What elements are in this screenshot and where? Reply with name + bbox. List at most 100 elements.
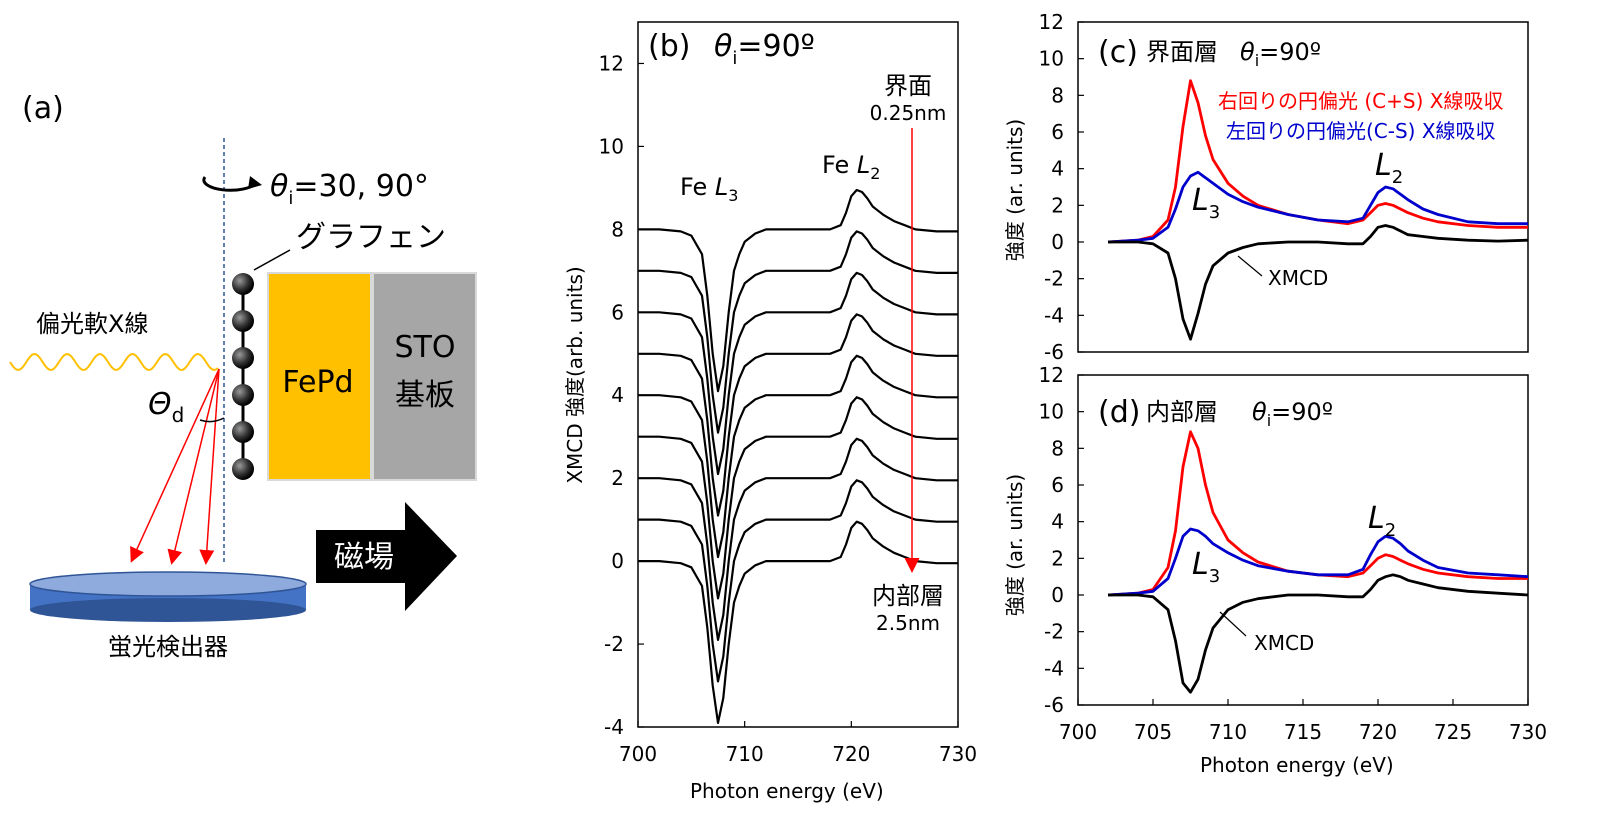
legend-rcp: 右回りの円偏光 (C+S) X線吸収 [1218, 89, 1503, 113]
y-tick-label-d: 6 [1051, 473, 1064, 497]
fluorescence-rays [130, 368, 220, 565]
y-axis-label-d: 強度 (ar. units) [1003, 474, 1027, 617]
fluorescence-detector [29, 571, 307, 622]
panel-c-chart: -6 -4 -2 0 2 4 6 8 10 12 強度 (ar. units) (c) 界面層 θ… [1003, 10, 1529, 364]
y-ticks-c: -6 -4 -2 0 2 4 6 8 10 12 [1039, 10, 1084, 364]
xmcd-curve-4 [638, 354, 958, 559]
fe-l3-label: Fe L3 [680, 173, 738, 205]
y-ticks-d: -6 -4 -2 0 2 4 6 8 10 12 [1039, 363, 1084, 717]
rotation-arrow-icon [202, 176, 262, 192]
x-ticks-b: 700 710 720 730 [619, 721, 977, 766]
xmcd-label-c: XMCD [1268, 266, 1328, 290]
inner-layer-depth: 2.5nm [876, 611, 940, 635]
x-ticks-d: 700 705 710 715 720 725 730 [1059, 699, 1547, 744]
graphene-atoms [232, 273, 254, 480]
spectrum-c-1 [1107, 170, 1528, 244]
theta-d-label: Θd [148, 387, 184, 427]
xray-wave [9, 352, 219, 372]
panel-d-label: (d) [1098, 395, 1140, 430]
theta-d-arc [199, 417, 225, 423]
graphene-leader [253, 249, 291, 271]
x-tick-label-d: 710 [1209, 720, 1247, 744]
y-ticks-b: -4 -2 0 2 4 6 8 10 12 [599, 51, 644, 739]
panel-c-label: (c) [1098, 35, 1138, 70]
y-tick-label-c: -6 [1044, 340, 1064, 364]
y-tick-label-b: -4 [604, 715, 624, 739]
y-tick-label-b: -2 [604, 632, 624, 656]
x-tick-label-d: 700 [1059, 720, 1097, 744]
detector-label: 蛍光検出器 [108, 633, 228, 661]
xmcd-curves-b [638, 188, 958, 724]
inner-layer-label: 内部層 [872, 582, 944, 610]
x-tick-label-d: 720 [1359, 720, 1397, 744]
spectrum-d-1 [1107, 527, 1529, 597]
y-tick-label-c: -4 [1044, 303, 1064, 327]
interface-depth: 0.25nm [870, 101, 947, 125]
theta-i-label: θi=30, 90° [270, 169, 429, 209]
y-tick-label-d: -4 [1044, 656, 1064, 680]
y-tick-label-c: 8 [1051, 83, 1064, 107]
panel-a-schematic: (a) θi=30, 90° グラフェン FePd STO 基板 偏光軟X線 [9, 91, 477, 661]
xmcd-curve-2 [638, 437, 958, 641]
y-tick-label-c: 4 [1051, 157, 1064, 181]
plot-frame-b [637, 21, 959, 728]
y-tick-label-b: 12 [599, 51, 624, 75]
fepd-layer [267, 272, 372, 481]
xmcd-curve-5 [638, 313, 958, 517]
spectrum-c-2 [1108, 224, 1529, 341]
xmcd-curve-6 [638, 271, 958, 476]
y-tick-label-c: 10 [1039, 47, 1064, 71]
fe-l2-label: Fe L2 [822, 151, 880, 183]
x-tick-label-d: 730 [1509, 720, 1547, 744]
x-tick-label-b: 700 [619, 742, 657, 766]
l3-label-c: L3 [1192, 183, 1220, 223]
graphene-label: グラフェン [296, 220, 446, 255]
xmcd-label-d: XMCD [1254, 631, 1314, 655]
x-axis-label-b: Photon energy (eV) [690, 779, 884, 803]
plot-frame-c [1077, 21, 1529, 353]
y-tick-label-d: -6 [1044, 693, 1064, 717]
magnetic-field-arrow-icon [316, 502, 457, 611]
x-tick-label-b: 720 [832, 742, 870, 766]
xmcd-leader-d [1219, 611, 1247, 637]
panel-b-label: (b) [648, 29, 690, 64]
y-axis-label-b: XMCD 強度(arb. units) [563, 266, 587, 483]
y-tick-label-d: 0 [1051, 583, 1064, 607]
panel-a-label: (a) [22, 91, 64, 126]
xmcd-curve-3 [638, 396, 958, 600]
sto-substrate [372, 272, 477, 481]
y-tick-label-d: 4 [1051, 510, 1064, 534]
sto-label: STO [395, 330, 456, 365]
l3-label-d: L3 [1192, 547, 1220, 587]
y-tick-label-d: 8 [1051, 436, 1064, 460]
y-tick-label-b: 0 [611, 549, 624, 573]
panel-d-title: 内部層 [1146, 398, 1218, 426]
spectra-d [1107, 430, 1529, 694]
y-tick-label-d: 10 [1039, 400, 1064, 424]
y-tick-label-c: -2 [1044, 267, 1064, 291]
y-tick-label-c: 6 [1051, 120, 1064, 144]
theta-label-d: θi=90º [1252, 398, 1333, 430]
xmcd-curve-0 [638, 520, 958, 724]
y-tick-label-d: 12 [1039, 363, 1064, 387]
x-tick-label-d: 705 [1134, 720, 1172, 744]
y-tick-label-c: 2 [1051, 193, 1064, 217]
x-tick-label-b: 710 [726, 742, 764, 766]
panel-c-title: 界面層 [1146, 38, 1218, 66]
x-axis-label-d: Photon energy (eV) [1200, 753, 1394, 777]
y-tick-label-c: 0 [1051, 230, 1064, 254]
x-tick-label-b: 730 [939, 742, 977, 766]
xray-label: 偏光軟X線 [36, 310, 148, 338]
x-tick-label-d: 725 [1434, 720, 1472, 744]
panel-b-chart: -4 -2 0 2 4 6 8 10 12 700 710 720 730 Photon energy… [563, 21, 977, 803]
y-tick-label-d: -2 [1044, 620, 1064, 644]
y-tick-label-b: 10 [599, 134, 624, 158]
xmcd-leader-c [1237, 255, 1263, 277]
theta-label-c: θi=90º [1240, 38, 1321, 70]
theta-label-b: θi=90º [714, 29, 815, 69]
l2-label-c: L2 [1375, 148, 1403, 188]
xmcd-curve-7 [638, 230, 958, 434]
xmcd-curve-8 [638, 188, 958, 393]
spectrum-d-2 [1108, 573, 1529, 694]
